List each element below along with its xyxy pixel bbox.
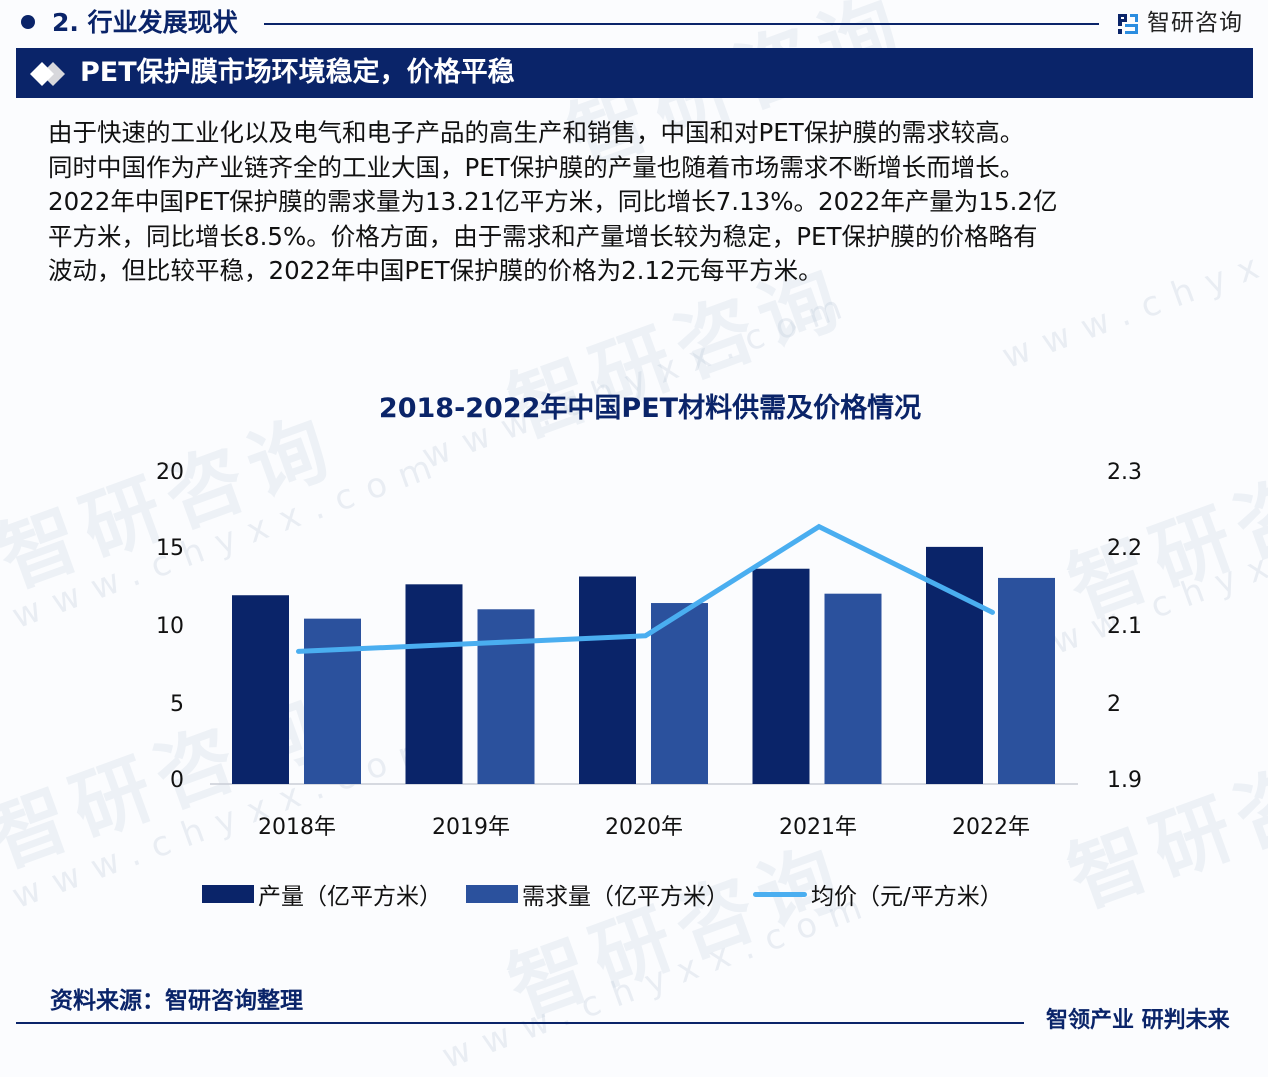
bar xyxy=(477,609,535,784)
double-diamond-icon xyxy=(30,62,65,86)
paragraph-line: 平方米，同比增长8.5%。价格方面，由于需求和产量增长较为稳定，PET保护膜的价… xyxy=(48,221,1038,251)
bar xyxy=(824,593,882,784)
right-axis-tick: 2.2 xyxy=(1107,536,1142,561)
bar xyxy=(304,618,361,784)
x-axis-label: 2020年 xyxy=(605,815,683,840)
paragraph-line: 由于快速的工业化以及电气和电子产品的高生产和销售，中国和对PET保护膜的需求较高… xyxy=(48,118,1025,147)
legend-label: 需求量（亿平方米） xyxy=(522,884,729,910)
legend-line-icon xyxy=(753,891,807,897)
right-axis-tick: 2.1 xyxy=(1107,614,1142,639)
right-axis-tick: 1.9 xyxy=(1107,768,1142,793)
left-axis-tick: 10 xyxy=(156,614,184,639)
legend-label: 均价（元/平方米） xyxy=(811,884,1003,910)
data-source: 资料来源：智研咨询整理 xyxy=(50,988,303,1014)
brand-name: 智研咨询 xyxy=(1147,10,1243,36)
bar xyxy=(232,595,289,784)
x-axis-label: 2022年 xyxy=(952,815,1030,840)
left-axis-tick: 20 xyxy=(156,460,184,485)
chart-legend: 产量（亿平方米） 需求量（亿平方米） 均价（元/平方米） xyxy=(202,876,1027,912)
bar xyxy=(579,576,636,784)
left-axis-tick: 0 xyxy=(170,768,184,793)
bar-series xyxy=(232,546,1055,784)
x-axis-label: 2019年 xyxy=(432,815,510,840)
left-axis-tick: 5 xyxy=(170,692,184,717)
price-line xyxy=(296,523,995,654)
chart-title: 2018-2022年中国PET材料供需及价格情况 xyxy=(378,393,922,424)
footer-slogan: 智领产业 研判未来 xyxy=(1046,1008,1230,1033)
left-axis-tick: 15 xyxy=(156,536,184,561)
header-divider xyxy=(264,23,1099,25)
right-axis-tick: 2 xyxy=(1107,692,1121,717)
title-banner xyxy=(16,48,1253,98)
bullet-dot-icon xyxy=(21,15,35,29)
bar xyxy=(998,577,1055,784)
legend-swatch-icon xyxy=(202,885,254,903)
plot-area xyxy=(210,523,1078,785)
paragraph-line: 2022年中国PET保护膜的需求量为13.21亿平方米，同比增长7.13%。20… xyxy=(48,187,1058,216)
description-paragraph: 由于快速的工业化以及电气和电子产品的高生产和销售，中国和对PET保护膜的需求较高… xyxy=(48,116,1228,289)
legend-item-production: 产量（亿平方米） xyxy=(202,877,442,911)
paragraph-line: 同时中国作为产业链齐全的工业大国，PET保护膜的产量也随着市场需求不断增长而增长… xyxy=(48,152,1025,182)
legend-item-demand: 需求量（亿平方米） xyxy=(466,877,729,911)
bar xyxy=(651,603,708,784)
legend-item-price: 均价（元/平方米） xyxy=(753,877,1003,911)
legend-swatch-icon xyxy=(466,885,518,903)
brand-logo-icon xyxy=(1118,14,1138,34)
legend-label: 产量（亿平方米） xyxy=(258,884,442,910)
x-axis-label: 2018年 xyxy=(258,815,336,840)
x-axis-label: 2021年 xyxy=(779,815,857,840)
footer-divider xyxy=(16,1022,1024,1024)
section-title: 2. 行业发展现状 xyxy=(52,8,238,37)
paragraph-line: 波动，但比较平稳，2022年中国PET保护膜的价格为2.12元每平方米。 xyxy=(48,256,823,285)
right-axis-tick: 2.3 xyxy=(1107,460,1142,485)
bar xyxy=(405,584,463,784)
bar xyxy=(752,568,810,784)
banner-title: PET保护膜市场环境稳定，价格平稳 xyxy=(80,57,515,88)
